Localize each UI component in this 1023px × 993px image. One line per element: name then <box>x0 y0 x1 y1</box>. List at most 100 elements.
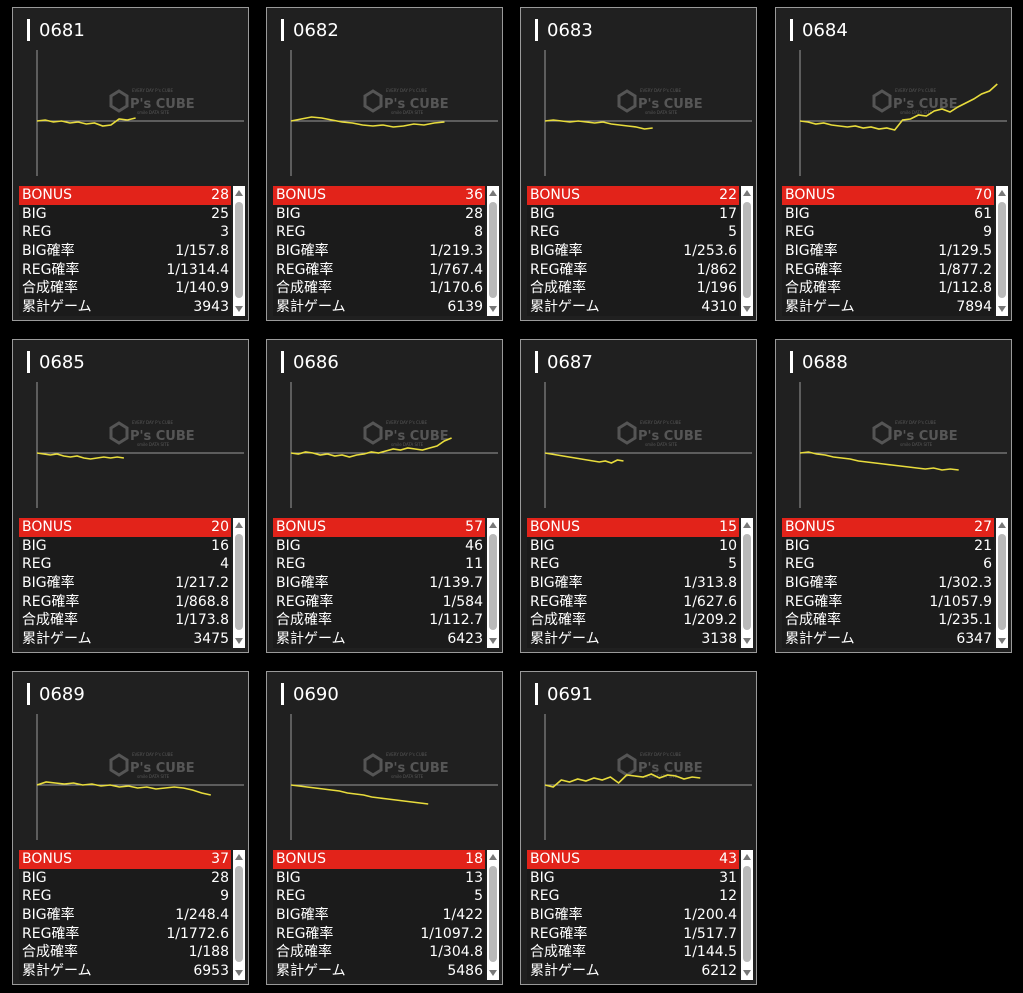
pscube-watermark: P's CUBE EVERY DAY P's CUBE smile DATA SIT… <box>109 752 195 779</box>
slump-line <box>36 781 211 796</box>
scroll-thumb[interactable] <box>743 534 751 630</box>
scroll-up-arrow-icon[interactable] <box>235 190 243 196</box>
scroll-up-arrow-icon[interactable] <box>235 854 243 860</box>
slump-line <box>36 117 136 127</box>
stats-scrollbar[interactable] <box>233 850 245 980</box>
scroll-down-arrow-icon[interactable] <box>235 638 243 644</box>
scroll-down-arrow-icon[interactable] <box>743 638 751 644</box>
stat-value: 25 <box>211 205 229 222</box>
scroll-thumb[interactable] <box>998 534 1006 630</box>
stats-scrollbar[interactable] <box>233 186 245 316</box>
scroll-thumb[interactable] <box>743 202 751 298</box>
stat-label: REG確率 <box>276 261 334 278</box>
scroll-up-arrow-icon[interactable] <box>743 854 751 860</box>
scroll-up-arrow-icon[interactable] <box>489 190 497 196</box>
scroll-thumb[interactable] <box>998 202 1006 298</box>
scroll-thumb[interactable] <box>235 534 243 630</box>
machine-card-0685[interactable]: 0685 P's CUBE EVERY DAY P's CUBE smile DATA… <box>12 339 249 653</box>
scroll-up-arrow-icon[interactable] <box>489 854 497 860</box>
stats-scrollbar[interactable] <box>487 186 499 316</box>
scroll-thumb[interactable] <box>235 202 243 298</box>
stats-scrollbar[interactable] <box>487 518 499 648</box>
stat-value: 22 <box>719 187 737 204</box>
stat-label: 合成確率 <box>530 280 586 297</box>
stat-row-total-rate: 合成確率 1/112.8 <box>782 279 994 298</box>
stat-value: 1/112.8 <box>938 280 992 297</box>
scroll-thumb[interactable] <box>489 534 497 630</box>
machine-card-0689[interactable]: 0689 P's CUBE EVERY DAY P's CUBE smile DATA… <box>12 671 249 985</box>
scroll-down-arrow-icon[interactable] <box>489 638 497 644</box>
stat-row-bonus: BONUS 20 <box>19 518 231 537</box>
stat-label: 合成確率 <box>276 280 332 297</box>
stats-scrollbar[interactable] <box>233 518 245 648</box>
watermark-sub: EVERY DAY P's CUBE <box>640 88 682 93</box>
scroll-up-arrow-icon[interactable] <box>743 190 751 196</box>
slump-graph: P's CUBE EVERY DAY P's CUBE smile DATA SIT… <box>36 50 244 176</box>
scroll-up-arrow-icon[interactable] <box>998 190 1006 196</box>
stats-scrollbar[interactable] <box>996 518 1008 648</box>
stats-table: BONUS 43 BIG 31 REG 12 BIG確率 1/200.4 REG確率 1/517.… <box>527 850 739 980</box>
scroll-thumb[interactable] <box>235 866 243 962</box>
stats-scrollbar[interactable] <box>996 186 1008 316</box>
pscube-watermark: P's CUBE EVERY DAY P's CUBE smile DATA SIT… <box>617 88 703 115</box>
scroll-down-arrow-icon[interactable] <box>743 970 751 976</box>
machine-card-0691[interactable]: 0691 P's CUBE EVERY DAY P's CUBE smile DATA… <box>520 671 757 985</box>
stats-scrollbar[interactable] <box>741 850 753 980</box>
stat-row-big: BIG 13 <box>273 869 485 888</box>
stat-value: 1/144.5 <box>683 944 737 961</box>
stat-row-reg: REG 9 <box>782 223 994 242</box>
stats-scrollbar[interactable] <box>741 186 753 316</box>
machine-card-0682[interactable]: 0682 P's CUBE EVERY DAY P's CUBE smile DATA… <box>266 7 503 321</box>
scroll-down-arrow-icon[interactable] <box>743 306 751 312</box>
scroll-thumb[interactable] <box>489 202 497 298</box>
scroll-down-arrow-icon[interactable] <box>489 970 497 976</box>
machine-card-0687[interactable]: 0687 P's CUBE EVERY DAY P's CUBE smile DATA… <box>520 339 757 653</box>
watermark-sub: EVERY DAY P's CUBE <box>132 88 174 93</box>
scroll-thumb[interactable] <box>489 866 497 962</box>
machine-card-0684[interactable]: 0684 P's CUBE EVERY DAY P's CUBE smile DATA… <box>775 7 1012 321</box>
scroll-up-arrow-icon[interactable] <box>235 522 243 528</box>
scroll-down-arrow-icon[interactable] <box>998 638 1006 644</box>
stat-value: 1/627.6 <box>683 593 737 610</box>
stat-row-total-rate: 合成確率 1/140.9 <box>19 279 231 298</box>
stats-table: BONUS 27 BIG 21 REG 6 BIG確率 1/302.3 REG確率 1/1057.… <box>782 518 994 648</box>
stat-value: 1/235.1 <box>938 612 992 629</box>
machine-card-0690[interactable]: 0690 P's CUBE EVERY DAY P's CUBE smile DATA… <box>266 671 503 985</box>
stats-scrollbar[interactable] <box>487 850 499 980</box>
scroll-down-arrow-icon[interactable] <box>998 306 1006 312</box>
stat-value: 1/217.2 <box>175 575 229 592</box>
scroll-thumb[interactable] <box>743 866 751 962</box>
stat-value: 1/140.9 <box>175 280 229 297</box>
pscube-watermark: P's CUBE EVERY DAY P's CUBE smile DATA SIT… <box>363 88 449 115</box>
stat-label: 合成確率 <box>22 280 78 297</box>
stat-label: 合成確率 <box>785 280 841 297</box>
machine-card-0688[interactable]: 0688 P's CUBE EVERY DAY P's CUBE smile DATA… <box>775 339 1012 653</box>
scroll-down-arrow-icon[interactable] <box>489 306 497 312</box>
watermark-sub: EVERY DAY P's CUBE <box>132 752 174 757</box>
slump-graph: P's CUBE EVERY DAY P's CUBE smile DATA SIT… <box>36 714 244 840</box>
machine-card-0686[interactable]: 0686 P's CUBE EVERY DAY P's CUBE smile DATA… <box>266 339 503 653</box>
machine-title: 0690 <box>281 681 339 707</box>
stat-label: REG <box>22 556 52 573</box>
scroll-down-arrow-icon[interactable] <box>235 306 243 312</box>
watermark-sub: EVERY DAY P's CUBE <box>386 88 428 93</box>
stat-label: REG <box>22 888 52 905</box>
machine-card-0681[interactable]: 0681 P's CUBE EVERY DAY P's CUBE smile DATA… <box>12 7 249 321</box>
scroll-up-arrow-icon[interactable] <box>743 522 751 528</box>
stat-row-reg: REG 4 <box>19 555 231 574</box>
scroll-up-arrow-icon[interactable] <box>489 522 497 528</box>
stats-scrollbar[interactable] <box>741 518 753 648</box>
scroll-down-arrow-icon[interactable] <box>235 970 243 976</box>
scroll-up-arrow-icon[interactable] <box>998 522 1006 528</box>
stat-value: 36 <box>465 187 483 204</box>
stat-value: 18 <box>465 851 483 868</box>
stat-value: 11 <box>465 556 483 573</box>
stat-label: REG確率 <box>22 593 80 610</box>
watermark-brand: P's CUBE <box>638 761 703 776</box>
machine-card-0683[interactable]: 0683 P's CUBE EVERY DAY P's CUBE smile DATA… <box>520 7 757 321</box>
stat-value: 4 <box>220 556 229 573</box>
stat-label: BIG <box>530 205 555 222</box>
stat-value: 6953 <box>193 962 229 979</box>
watermark-brand: P's CUBE <box>893 429 958 444</box>
stat-label: BONUS <box>22 519 72 536</box>
